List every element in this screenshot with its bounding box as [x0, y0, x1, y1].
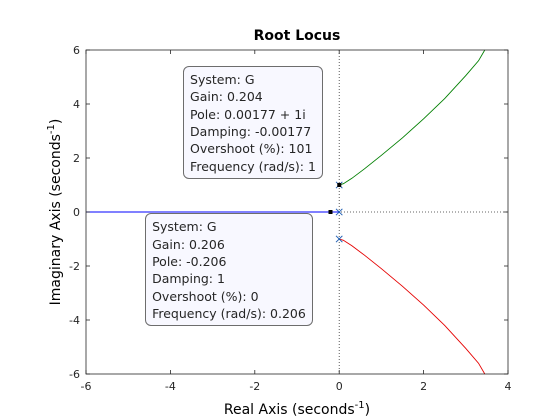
datatip-line: Pole: 0.00177 + 1i — [190, 106, 306, 122]
datatip-box-1[interactable]: System: G Gain: 0.204 Pole: 0.00177 + 1i Da… — [183, 66, 323, 179]
locus-branch-2 — [339, 49, 486, 186]
datatip-line: System: G — [152, 219, 217, 235]
y-axis-label: Imaginary Axis (seconds-1) — [46, 119, 64, 306]
datatip-line: Gain: 0.206 — [152, 236, 225, 252]
y-tick-label: -2 — [69, 260, 80, 273]
chart-title: Root Locus — [254, 28, 341, 44]
y-tick-label: -6 — [69, 368, 80, 381]
datatip-box-2[interactable]: System: G Gain: 0.206 Pole: -0.206 Damping:… — [145, 213, 313, 327]
y-tick-label: 0 — [73, 206, 80, 219]
datatip-line: Overshoot (%): 101 — [190, 141, 313, 157]
datatip-line: Frequency (rad/s): 0.206 — [152, 305, 306, 321]
x-tick-label: -6 — [81, 380, 92, 393]
y-axis-label-sup: -1 — [46, 124, 57, 134]
locus-branch-3 — [339, 238, 486, 375]
datatip-line: Frequency (rad/s): 1 — [190, 158, 316, 174]
datatip-marker-2[interactable] — [328, 210, 333, 214]
x-tick-label: 2 — [420, 380, 427, 393]
x-axis-label-sup: -1 — [355, 400, 365, 411]
pole-marker-2 — [335, 235, 343, 243]
datatip-line: Damping: -0.00177 — [190, 124, 312, 140]
datatip-line: Damping: 1 — [152, 271, 225, 287]
x-axis-label: Real Axis (seconds-1) — [224, 400, 370, 418]
x-tick-label: -2 — [249, 380, 260, 393]
x-tick-label: 4 — [505, 380, 512, 393]
datatip-line: Pole: -0.206 — [152, 253, 227, 269]
x-axis-label-close: ) — [365, 402, 370, 418]
datatip-line: Gain: 0.204 — [190, 89, 263, 105]
y-tick-label: -4 — [69, 314, 80, 327]
y-axis-label-main: Imaginary Axis (seconds — [48, 134, 64, 305]
y-tick-label: 6 — [73, 44, 80, 57]
datatip-marker-1[interactable] — [337, 183, 342, 187]
datatip-line: Overshoot (%): 0 — [152, 288, 259, 304]
x-axis-label-main: Real Axis (seconds — [224, 402, 355, 418]
x-tick-label: -4 — [165, 380, 176, 393]
y-tick-label: 4 — [73, 98, 80, 111]
x-tick-label: 0 — [336, 380, 343, 393]
y-tick-label: 2 — [73, 152, 80, 165]
datatip-line: System: G — [190, 72, 255, 88]
y-axis-label-close: ) — [48, 119, 64, 124]
pole-marker-3 — [335, 208, 343, 216]
